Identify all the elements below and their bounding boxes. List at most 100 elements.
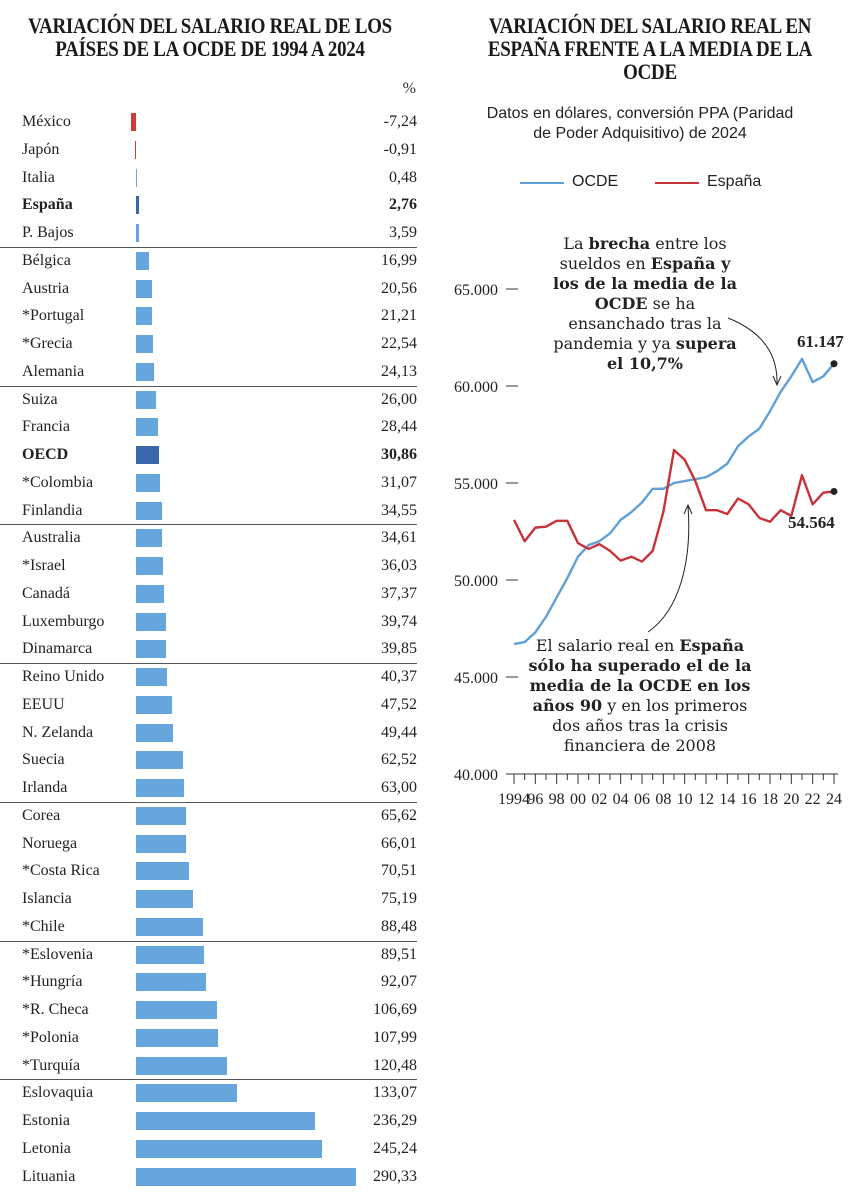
bar-corea: [136, 806, 186, 825]
bar-noruega: [136, 834, 186, 853]
x-tick-label: 98: [549, 791, 565, 808]
bar-value-grecia: 22,54: [381, 335, 417, 352]
bar-label-suiza: Suiza: [22, 390, 58, 408]
bar-jap-n: [134, 140, 136, 159]
bar-value-portugal: 21,21: [381, 307, 417, 325]
bar-label-irlanda: Irlanda: [22, 779, 68, 796]
bar-lituania: [136, 1167, 356, 1186]
x-tick-label: 00: [570, 791, 586, 808]
bar-label-alemania: Alemania: [22, 362, 85, 380]
bar-label-eeuu: EEUU: [22, 695, 65, 713]
bar-value-jap-n: -0,91: [383, 140, 417, 158]
bar-alemania: [136, 362, 155, 381]
bar-label-b-lgica: Bélgica: [22, 251, 71, 269]
annotation-gap-text-1: La: [563, 234, 589, 253]
bar-value-dinamarca: 39,85: [381, 640, 417, 658]
bar-dinamarca: [136, 640, 167, 659]
bar-value-eeuu: 47,52: [381, 695, 417, 713]
end-label-espana: 54.564: [788, 513, 835, 532]
series-line-espana: [512, 448, 835, 563]
annotation-gap-bold-3: supera el 10,7%: [607, 334, 737, 373]
x-tick-label: 04: [613, 791, 629, 808]
bar-polonia: [136, 1028, 218, 1047]
x-tick-label: 24: [826, 791, 842, 808]
bar-label-n-zelanda: N. Zelanda: [22, 723, 94, 741]
bar-value-hungr-a: 92,07: [381, 973, 417, 991]
bar-value-letonia: 245,24: [373, 1139, 417, 1157]
annotation-history-text-1: El salario real en: [535, 636, 680, 655]
bar-value-turqu-a: 120,48: [373, 1056, 417, 1074]
bar-value-finlandia: 34,55: [381, 501, 417, 519]
x-tick-label: 06: [634, 791, 650, 808]
bar-value-costa-rica: 70,51: [381, 862, 417, 880]
group-separator: [0, 385, 417, 387]
bar-value-australia: 34,61: [381, 529, 417, 547]
bar-label-letonia: Letonia: [22, 1139, 71, 1157]
x-tick-label: 12: [698, 791, 714, 808]
bar-colombia: [136, 473, 160, 492]
bar-value-b-lgica: 16,99: [381, 251, 417, 269]
group-separator: [0, 940, 417, 942]
bar-value-luxemburgo: 39,74: [381, 612, 417, 630]
bar-francia: [136, 418, 158, 437]
bar-value-polonia: 107,99: [373, 1028, 417, 1046]
bar-label-turqu-a: *Turquía: [22, 1056, 81, 1074]
bar-suiza: [136, 390, 156, 409]
line-chart-title: VARIACIÓN DEL SALARIO REAL EN ESPAÑA FRE…: [487, 13, 813, 84]
bar-reino-unido: [136, 668, 167, 686]
bar-finlandia: [136, 501, 163, 520]
bar-label-reino-unido: Reino Unido: [22, 668, 105, 685]
x-tick-label: 96: [527, 791, 543, 808]
bar-value-reino-unido: 40,37: [381, 668, 417, 685]
bar-label-p-bajos: P. Bajos: [22, 224, 74, 241]
unit-label: %: [402, 80, 416, 97]
bar-label-australia: Australia: [22, 529, 81, 547]
bar-suecia: [136, 751, 184, 770]
annotation-gap-text-2: entre los sueldos en: [559, 234, 727, 273]
bar-label-r-checa: *R. Checa: [22, 1001, 89, 1018]
bar-label-portugal: *Portugal: [22, 307, 85, 325]
bar-value-francia: 28,44: [381, 418, 417, 436]
bar-costa-rica: [136, 862, 190, 881]
series-end-dot-ocde: [830, 360, 838, 368]
legend-espana-swatch: [655, 182, 699, 184]
bar-r-checa: [136, 1001, 217, 1019]
bar-label-eslovenia: *Eslovenia: [22, 945, 94, 963]
bar-p-bajos: [136, 224, 139, 242]
bar-value-eslovaquia: 133,07: [373, 1084, 417, 1102]
y-tick-label: 60.000: [454, 379, 498, 396]
x-tick-label: 1994: [498, 791, 530, 808]
bar-m-xico: [130, 113, 136, 131]
y-tick-label: 45.000: [454, 670, 498, 687]
bar-label-dinamarca: Dinamarca: [22, 640, 93, 658]
x-tick-label: 02: [591, 791, 607, 808]
annotation-gap-text-3: se ha ensanchado tras la pandemia y ya: [553, 294, 722, 353]
annotation-history-bold-1: España sólo ha superado el de la media d…: [528, 636, 752, 715]
bar-label-espa-a: España: [22, 196, 73, 214]
bar-b-lgica: [136, 251, 149, 270]
bar-label-chile: *Chile: [22, 917, 65, 935]
bar-label-costa-rica: *Costa Rica: [22, 862, 100, 880]
group-separator: [0, 801, 417, 803]
x-tick-label: 10: [677, 791, 693, 808]
bar-value-p-bajos: 3,59: [389, 224, 417, 241]
bar-label-jap-n: Japón: [22, 140, 60, 158]
legend-espana-label: España: [707, 173, 762, 190]
bar-value-noruega: 66,01: [381, 834, 417, 852]
bar-italia: [136, 168, 138, 187]
annotation-arrow-top: [727, 317, 778, 385]
bar-oecd: [136, 446, 160, 464]
bar-value-n-zelanda: 49,44: [381, 723, 417, 741]
bar-label-canad: Canadá: [22, 584, 70, 602]
bar-label-israel: *Israel: [22, 557, 66, 574]
x-tick-label: 18: [762, 791, 778, 808]
bar-portugal: [136, 307, 153, 326]
bar-value-oecd: 30,86: [381, 446, 417, 463]
end-label-ocde: 61.147: [797, 332, 844, 351]
annotation-gap-bold-2: España y los de la media de la OCDE: [553, 254, 737, 313]
y-tick-label: 40.000: [454, 767, 498, 784]
bar-value-lituania: 290,33: [373, 1167, 417, 1185]
bar-chile: [136, 917, 203, 936]
bar-label-polonia: *Polonia: [22, 1028, 79, 1046]
bar-label-suecia: Suecia: [22, 751, 65, 769]
